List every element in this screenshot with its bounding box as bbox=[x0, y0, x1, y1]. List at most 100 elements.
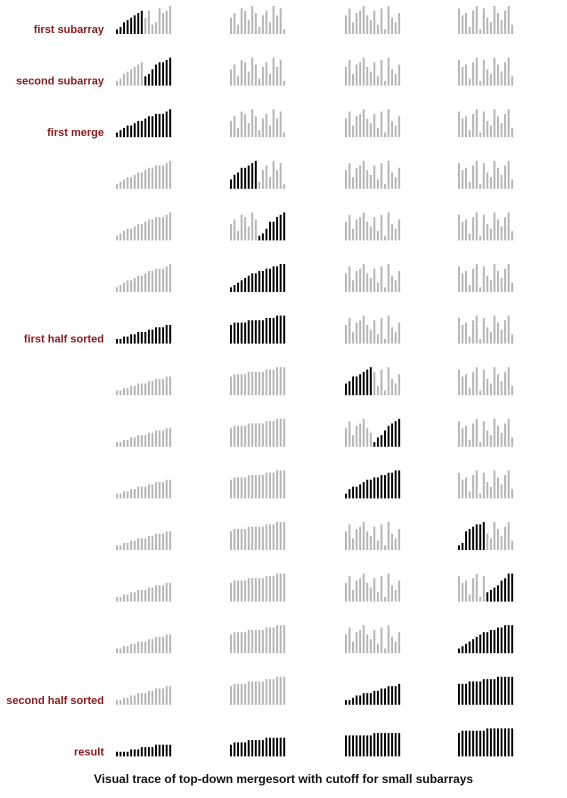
array-bar bbox=[133, 749, 136, 757]
array-bar bbox=[230, 582, 232, 602]
array-bar bbox=[345, 383, 347, 396]
array-bar bbox=[272, 737, 275, 757]
array-bar bbox=[240, 529, 243, 550]
array-bar bbox=[244, 62, 247, 86]
array-bar bbox=[237, 127, 239, 138]
array-bar bbox=[276, 170, 279, 189]
array-bar bbox=[247, 475, 250, 499]
array-bar bbox=[398, 167, 401, 189]
array-bar bbox=[465, 219, 467, 241]
array-bar bbox=[123, 336, 125, 344]
array-bar bbox=[251, 109, 254, 138]
array-bar bbox=[247, 740, 250, 757]
array-bar bbox=[279, 264, 282, 292]
array-bar bbox=[279, 418, 282, 447]
array-bar bbox=[137, 486, 140, 499]
array-bar bbox=[230, 69, 232, 86]
array-bar bbox=[458, 266, 460, 292]
trace-row: result bbox=[74, 728, 514, 758]
array-bar bbox=[258, 320, 261, 344]
array-bar bbox=[486, 327, 489, 344]
array-bar bbox=[475, 681, 478, 705]
array-bar bbox=[254, 64, 257, 86]
array-bar bbox=[500, 381, 503, 396]
array-bar bbox=[240, 632, 243, 654]
array-bar bbox=[504, 320, 507, 344]
array-bar bbox=[147, 747, 150, 757]
array-bar bbox=[345, 700, 347, 705]
array-bar bbox=[165, 266, 168, 292]
array-bar bbox=[251, 629, 254, 654]
array-bar bbox=[133, 226, 136, 241]
array-bar bbox=[373, 62, 376, 86]
array-bar bbox=[369, 639, 372, 654]
array-bar bbox=[384, 545, 386, 550]
array-bar bbox=[261, 15, 264, 34]
array-bar bbox=[489, 280, 492, 292]
array-bar bbox=[359, 62, 362, 86]
array-bar bbox=[155, 744, 157, 757]
array-bar bbox=[366, 531, 369, 550]
array-bar bbox=[380, 214, 383, 241]
array-bar bbox=[158, 113, 161, 138]
array-bar bbox=[240, 59, 243, 86]
array-bar bbox=[493, 728, 496, 757]
array-bar bbox=[247, 320, 250, 344]
array-bar bbox=[162, 430, 165, 447]
array-bar bbox=[497, 374, 499, 396]
array-bar bbox=[126, 228, 129, 241]
array-bar bbox=[394, 125, 397, 138]
array-bar bbox=[475, 264, 478, 292]
array-bar bbox=[276, 217, 279, 241]
array-bar bbox=[165, 582, 168, 602]
array-bar bbox=[373, 442, 376, 447]
array-bar bbox=[144, 76, 147, 86]
array-bar bbox=[261, 578, 264, 602]
array-bar bbox=[362, 264, 365, 292]
array-bar bbox=[497, 676, 499, 705]
array-bar bbox=[130, 280, 133, 292]
array-bar bbox=[130, 749, 133, 757]
array-bar bbox=[468, 681, 471, 705]
array-bar bbox=[482, 632, 485, 654]
array-bar bbox=[251, 212, 254, 241]
array-bar bbox=[394, 280, 397, 292]
array-bar bbox=[133, 15, 136, 34]
array-bar bbox=[497, 13, 499, 34]
array-bar bbox=[376, 24, 379, 34]
array-bar bbox=[497, 322, 499, 344]
array-bar bbox=[380, 369, 383, 396]
array-bar bbox=[165, 111, 168, 138]
array-bar bbox=[279, 573, 282, 602]
array-bar bbox=[230, 287, 232, 292]
array-bar bbox=[155, 585, 157, 602]
array-bar bbox=[472, 165, 475, 189]
array-bar bbox=[504, 423, 507, 447]
array-bar bbox=[261, 233, 264, 241]
array-bar bbox=[155, 64, 157, 86]
array-bar bbox=[359, 526, 362, 550]
array-bar bbox=[384, 390, 386, 396]
array-bar bbox=[254, 526, 257, 550]
array-bar bbox=[384, 287, 386, 292]
array-bar bbox=[468, 730, 471, 757]
array-bar bbox=[119, 545, 122, 550]
array-bar bbox=[140, 383, 143, 396]
array-bar bbox=[272, 160, 275, 189]
array-bar bbox=[272, 524, 275, 550]
array-bar bbox=[348, 111, 351, 138]
array-bar bbox=[348, 317, 351, 344]
array-bar bbox=[116, 751, 118, 757]
array-bar bbox=[391, 327, 394, 344]
array-bar bbox=[468, 285, 471, 292]
array-bar bbox=[465, 580, 467, 602]
array-bar bbox=[482, 575, 485, 602]
array-bar bbox=[493, 367, 496, 396]
array-bar bbox=[345, 221, 347, 241]
array-bar bbox=[155, 430, 157, 447]
array-bar bbox=[355, 695, 358, 705]
array-bar bbox=[507, 109, 510, 138]
array-bar bbox=[283, 132, 286, 138]
array-bar bbox=[133, 385, 136, 396]
array-bar bbox=[233, 174, 236, 189]
